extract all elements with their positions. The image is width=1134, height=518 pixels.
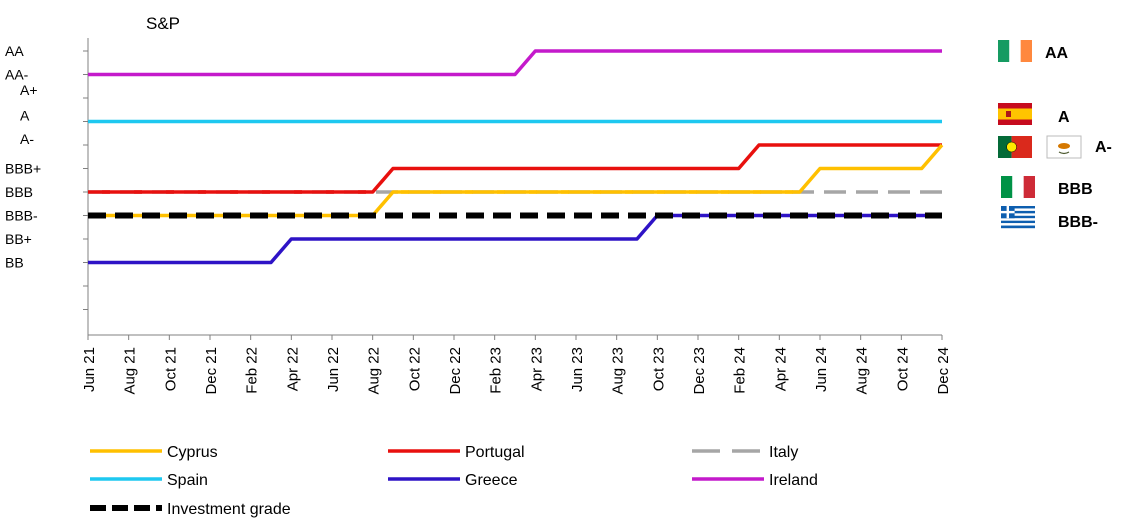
y-tick-label: A xyxy=(20,108,30,124)
cyprus-flag xyxy=(1046,135,1082,159)
series-line-ireland xyxy=(88,49,942,77)
legend-label-ireland: Ireland xyxy=(769,472,818,489)
x-tick-label: Aug 23 xyxy=(610,347,627,395)
x-tick-label: Feb 24 xyxy=(732,347,749,394)
y-tick-label: A- xyxy=(20,131,34,147)
flag-rating-label-bbb: BBB xyxy=(1058,181,1093,198)
x-tick-label: Aug 21 xyxy=(122,347,139,395)
chart-title-group: S&P xyxy=(146,14,180,33)
legend-label-cyprus: Cyprus xyxy=(167,444,218,461)
ireland-flag xyxy=(998,40,1032,62)
italy-flag xyxy=(1001,176,1035,198)
x-tick-label: Aug 22 xyxy=(366,347,383,395)
x-tick-label: Dec 22 xyxy=(447,347,464,395)
portugal-flag xyxy=(998,136,1032,158)
x-tick-label: Feb 23 xyxy=(488,347,505,394)
x-tick-label: Dec 21 xyxy=(203,347,220,395)
x-tick-label: Apr 23 xyxy=(528,347,545,391)
greece-flag xyxy=(1001,206,1035,229)
legend-label-spain: Spain xyxy=(167,472,208,489)
x-tick-label: Jun 24 xyxy=(813,347,830,392)
spain-flag xyxy=(998,103,1032,125)
series-lines xyxy=(88,49,944,265)
legend-label-portugal: Portugal xyxy=(465,444,525,461)
series-line-cyprus xyxy=(88,143,944,218)
x-tick-label: Oct 23 xyxy=(650,347,667,391)
x-tick-label: Oct 22 xyxy=(406,347,423,391)
x-tick-label: Oct 21 xyxy=(162,347,179,391)
y-tick-label: AA- xyxy=(5,67,29,83)
x-tick-label: Jun 23 xyxy=(569,347,586,392)
legend-label-italy: Italy xyxy=(769,444,798,461)
chart-title: S&P xyxy=(146,14,180,33)
x-tick-label: Apr 24 xyxy=(772,347,789,391)
legend-label-investment-grade: Investment grade xyxy=(167,501,291,518)
x-tick-label: Jun 22 xyxy=(325,347,342,392)
y-tick-label: BB xyxy=(5,255,24,271)
flag-rating-label-aa: AA xyxy=(1045,45,1069,62)
x-tick-label: Dec 23 xyxy=(691,347,708,395)
x-tick-label: Jun 21 xyxy=(81,347,98,392)
flag-rating-label-bbb: BBB- xyxy=(1058,214,1098,231)
legend: Cyprus Portugal Italy Spain Greece Ireland Inv… xyxy=(90,444,818,518)
x-tick-label: Dec 24 xyxy=(935,347,952,395)
y-tick-label: A+ xyxy=(20,82,38,98)
flag-rating-label-a: A- xyxy=(1095,139,1112,156)
y-tick-label: BBB+ xyxy=(5,161,41,177)
legend-label-greece: Greece xyxy=(465,472,518,489)
x-tick-label: Aug 24 xyxy=(854,347,871,395)
y-tick-label: BBB- xyxy=(5,208,38,224)
x-tick-label: Apr 22 xyxy=(284,347,301,391)
y-tick-label: BBB xyxy=(5,184,33,200)
series-line-portugal xyxy=(88,143,942,194)
x-tick-label: Oct 24 xyxy=(894,347,911,391)
y-tick-label: AA xyxy=(5,43,24,59)
x-tick-label: Feb 22 xyxy=(244,347,261,394)
y-tick-label: BB+ xyxy=(5,231,32,247)
flag-rating-label-a: A xyxy=(1058,109,1070,126)
series-line-greece xyxy=(88,213,942,265)
